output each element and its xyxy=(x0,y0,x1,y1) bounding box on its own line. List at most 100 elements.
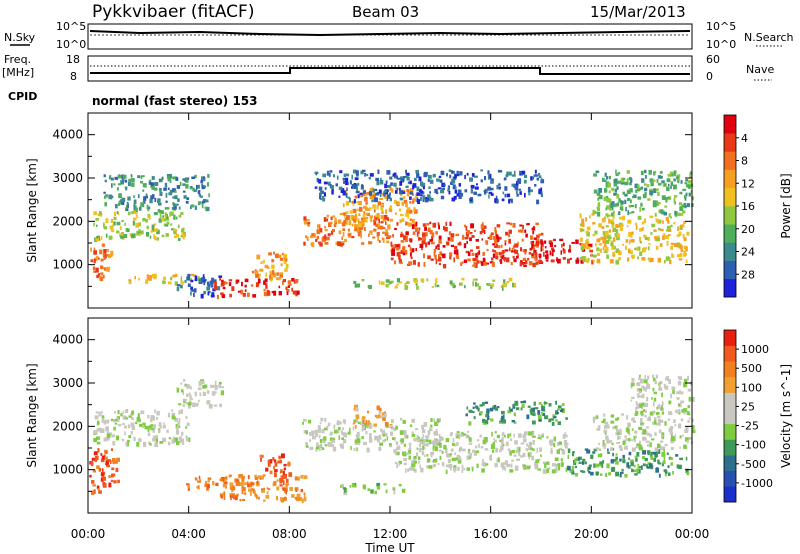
power-colorbar-segment xyxy=(724,278,736,298)
power-colorbar-segment xyxy=(724,151,736,170)
freq-tick-low: 8 xyxy=(70,70,77,83)
time-tick-label: 16:00 xyxy=(473,527,508,541)
time-tick-label: 00:00 xyxy=(71,527,106,541)
time-tick-label: 04:00 xyxy=(171,527,206,541)
velocity-region xyxy=(352,404,393,429)
velocity-region xyxy=(302,417,442,453)
power-ytick-label: 2000 xyxy=(52,214,83,228)
time-axis-label: Time UT xyxy=(364,541,415,554)
velocity-colorbar-segment xyxy=(724,486,736,503)
nsky-strip-frame xyxy=(87,23,693,50)
power-ytick-label: 4000 xyxy=(52,128,83,142)
power-data-cells xyxy=(90,169,694,300)
nave-tick-low: 0 xyxy=(706,70,713,83)
freq-tick-high: 18 xyxy=(66,53,80,66)
freq-unit-label: [MHz] xyxy=(2,66,34,79)
velocity-colorbar-label: -25 xyxy=(741,420,759,433)
nsky-tick-high: 10^5 xyxy=(56,20,86,33)
power-colorbar-segment xyxy=(724,242,736,261)
power-ytick-label: 3000 xyxy=(52,171,83,185)
time-tick-label: 08:00 xyxy=(272,527,307,541)
power-colorbar-segment xyxy=(724,260,736,280)
power-colorbar-segment xyxy=(724,224,736,243)
velocity-ytick-label: 4000 xyxy=(52,333,83,347)
power-region xyxy=(251,251,289,282)
velocity-colorbar-segment xyxy=(724,392,736,409)
power-colorbar-label: 8 xyxy=(741,155,748,168)
power-ylabel: Slant Range [km] xyxy=(25,158,39,262)
cpid-value: normal (fast stereo) 153 xyxy=(92,94,258,108)
velocity-region xyxy=(219,474,308,504)
time-tick-label: 12:00 xyxy=(373,527,408,541)
velocity-region xyxy=(259,453,293,479)
power-region xyxy=(213,277,300,300)
power-region xyxy=(579,212,690,265)
power-region xyxy=(103,173,210,213)
velocity-region xyxy=(630,374,695,417)
nave-tick-high: 60 xyxy=(706,53,720,66)
power-region xyxy=(90,243,114,282)
velocity-colorbar-segment xyxy=(724,439,736,456)
power-colorbar-segment xyxy=(724,206,736,225)
velocity-colorbar-label: -100 xyxy=(741,439,766,452)
date-label: 15/Mar/2013 xyxy=(590,3,686,21)
freq-strip-frame xyxy=(87,55,693,82)
velocity-region xyxy=(390,430,569,475)
velocity-colorbar-segment xyxy=(724,455,736,472)
velocity-region xyxy=(176,378,225,409)
power-colorbar-label: 24 xyxy=(741,246,755,259)
velocity-region xyxy=(465,400,568,426)
time-tick-label: 00:00 xyxy=(675,527,710,541)
power-region xyxy=(176,273,223,299)
power-region xyxy=(353,277,517,291)
velocity-colorbar-segment xyxy=(724,345,736,362)
nsearch-tick-low: 10^0 xyxy=(706,38,736,51)
power-colorbar-label: 12 xyxy=(741,177,755,190)
velocity-colorbar-frame xyxy=(723,329,737,503)
power-colorbar-title: Power [dB] xyxy=(779,173,793,238)
power-panel: 1000 2000 3000 4000 Slant Range [km] 4 8 12 16 20… xyxy=(25,112,793,309)
nave-label: Nave xyxy=(746,63,774,76)
time-axis: 00:00 04:00 08:00 12:00 16:00 20:00 00:00 xyxy=(71,527,710,541)
power-region xyxy=(314,169,545,205)
velocity-colorbar-label: 1000 xyxy=(741,343,769,356)
velocity-ylabel: Slant Range [km] xyxy=(25,363,39,467)
power-region xyxy=(128,273,202,286)
power-region xyxy=(303,212,393,248)
velocity-colorbar-title: Velocity [m s^-1] xyxy=(779,364,793,468)
velocity-colorbar-label: -1000 xyxy=(741,477,773,490)
velocity-colorbar-label: -500 xyxy=(741,458,766,471)
power-colorbar-segment xyxy=(724,115,736,134)
power-colorbar-label: 28 xyxy=(741,268,755,281)
nsky-trace xyxy=(89,30,691,37)
nsky-label: N.Sky xyxy=(4,31,36,44)
power-region xyxy=(390,221,544,269)
velocity-colorbar-segment xyxy=(724,470,736,487)
power-region xyxy=(592,169,694,217)
nsearch-tick-high: 10^5 xyxy=(706,20,736,33)
velocity-colorbar-segment xyxy=(724,423,736,440)
velocity-region xyxy=(340,482,406,496)
radar-title: Pykkvibaer (fitACF) xyxy=(92,2,254,22)
freq-trace xyxy=(90,67,690,75)
velocity-colorbar-segment xyxy=(724,361,736,378)
velocity-data-cells xyxy=(89,374,696,504)
cpid-label: CPID xyxy=(8,90,37,103)
time-tick-label: 20:00 xyxy=(574,527,609,541)
velocity-colorbar-label: 25 xyxy=(741,400,755,413)
velocity-colorbar-label: 100 xyxy=(741,381,762,394)
velocity-region xyxy=(89,448,120,495)
velocity-frame xyxy=(87,317,693,514)
power-colorbar-segment xyxy=(724,187,736,207)
power-ytick-label: 1000 xyxy=(52,258,83,272)
beam-label: Beam 03 xyxy=(352,3,419,21)
power-colorbar-segment xyxy=(724,133,736,152)
power-colorbar: 4 8 12 16 20 24 28 Power [dB] xyxy=(723,114,793,298)
velocity-colorbar: 1000 500 100 25 -25 -100 -500 -1000 Velocity [m … xyxy=(723,329,793,503)
velocity-region xyxy=(592,413,696,452)
velocity-region xyxy=(93,409,191,448)
power-region xyxy=(93,208,186,242)
velocity-colorbar-segment xyxy=(724,330,736,346)
